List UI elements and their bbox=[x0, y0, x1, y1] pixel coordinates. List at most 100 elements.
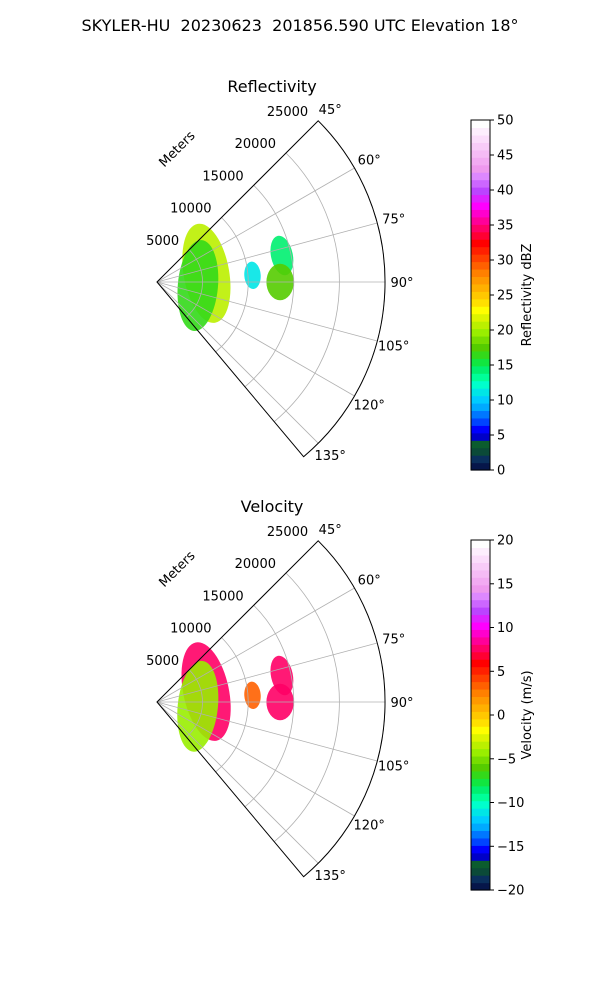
colorbar-swatch bbox=[471, 239, 490, 248]
colorbar-swatch bbox=[471, 584, 490, 593]
angle-tick-label: 105° bbox=[378, 339, 409, 354]
colorbar-swatch bbox=[471, 201, 490, 210]
colorbar-swatch bbox=[471, 425, 490, 434]
azimuth-gridline bbox=[156, 281, 378, 342]
range-ring bbox=[186, 249, 203, 318]
colorbar-swatch bbox=[471, 569, 490, 578]
radial-tick-label: 15000 bbox=[202, 589, 243, 604]
colorbar-swatch bbox=[471, 547, 490, 556]
colorbar-swatch bbox=[471, 321, 490, 330]
colorbar-swatch bbox=[471, 822, 490, 832]
colorbar-swatch bbox=[471, 194, 490, 203]
colorbar-swatch bbox=[471, 306, 490, 315]
colorbar-swatch bbox=[471, 815, 490, 824]
radial-tick-label: 5000 bbox=[146, 234, 179, 249]
colorbar-swatch bbox=[471, 554, 490, 563]
colorbar-swatch bbox=[471, 373, 490, 382]
colorbar-swatch bbox=[471, 644, 490, 653]
colorbar-swatch bbox=[471, 837, 490, 846]
angle-tick-label: 60° bbox=[358, 154, 381, 169]
colorbar-swatch bbox=[471, 313, 490, 322]
angle-tick-label: 60° bbox=[358, 574, 381, 589]
colorbar-swatch bbox=[471, 778, 490, 787]
angle-tick-label: 75° bbox=[382, 633, 405, 648]
colorbar-swatch bbox=[471, 629, 490, 638]
radial-axis-label: Meters bbox=[157, 548, 199, 590]
colorbar-swatch bbox=[471, 607, 490, 616]
colorbar-tick-label: −10 bbox=[497, 796, 524, 811]
azimuth-gridline bbox=[156, 222, 378, 283]
colorbar-swatch bbox=[471, 562, 490, 571]
colorbar-swatch bbox=[471, 733, 490, 742]
colorbar-swatch bbox=[471, 592, 490, 601]
sector-frame bbox=[156, 540, 386, 878]
azimuth-gridline bbox=[156, 587, 355, 703]
radial-tick-label: 20000 bbox=[235, 557, 276, 572]
azimuth-gridline bbox=[156, 281, 355, 397]
colorbar-tick-label: 35 bbox=[497, 219, 514, 234]
colorbar-swatch bbox=[471, 261, 490, 270]
colorbar-tick-label: 50 bbox=[497, 114, 514, 129]
colorbar-swatch bbox=[471, 402, 490, 412]
colorbar-swatch bbox=[471, 380, 490, 389]
colorbar-swatch bbox=[471, 852, 490, 861]
colorbar-tick-label: 20 bbox=[497, 324, 514, 339]
colorbar-swatch bbox=[471, 659, 490, 668]
colorbar-swatch bbox=[471, 614, 490, 623]
colorbar-swatch bbox=[471, 179, 490, 188]
colorbar-tick-label: 10 bbox=[497, 394, 514, 409]
panel-title: Velocity bbox=[241, 497, 304, 516]
colorbar-swatch bbox=[471, 621, 490, 630]
echo-blob bbox=[244, 261, 261, 289]
colorbar-swatch bbox=[471, 149, 490, 158]
echo-blob bbox=[177, 660, 219, 752]
colorbar-swatch bbox=[471, 808, 490, 817]
colorbar-swatch bbox=[471, 830, 490, 839]
range-ring bbox=[244, 605, 295, 808]
colorbar-swatch bbox=[471, 268, 490, 277]
colorbar-tick-label: 45 bbox=[497, 149, 514, 164]
figure-title: SKYLER-HU 20230623 201856.590 UTC Elevat… bbox=[81, 16, 519, 35]
colorbar-swatch bbox=[471, 681, 490, 690]
angle-tick-label: 105° bbox=[378, 759, 409, 774]
colorbar-swatch bbox=[471, 763, 490, 772]
colorbar-swatch bbox=[471, 726, 490, 735]
colorbar-swatch bbox=[471, 800, 490, 809]
colorbar-swatch bbox=[471, 417, 490, 426]
colorbar-swatch bbox=[471, 860, 490, 869]
colorbar-swatch bbox=[471, 462, 490, 471]
colorbar-tick-label: 5 bbox=[497, 429, 505, 444]
colorbar-tick-label: 5 bbox=[497, 665, 505, 680]
colorbar-swatch bbox=[471, 216, 490, 225]
radial-tick-label: 20000 bbox=[235, 137, 276, 152]
range-ring bbox=[273, 572, 340, 843]
angle-tick-label: 45° bbox=[319, 523, 342, 538]
colorbar-swatch bbox=[471, 164, 490, 173]
angle-tick-label: 135° bbox=[315, 449, 346, 464]
colorbar-swatch bbox=[471, 666, 490, 675]
colorbar-swatch bbox=[471, 127, 490, 136]
azimuth-gridline bbox=[156, 281, 319, 444]
colorbar-tick-label: 30 bbox=[497, 254, 514, 269]
colorbar-swatch bbox=[471, 748, 490, 757]
colorbar-swatch bbox=[471, 343, 490, 352]
colorbar-swatch bbox=[471, 187, 490, 196]
colorbar-tick-label: −5 bbox=[497, 752, 516, 767]
colorbar-swatch bbox=[471, 540, 490, 549]
echo-blob bbox=[177, 240, 219, 332]
colorbar-swatch bbox=[471, 142, 490, 151]
angle-tick-label: 45° bbox=[319, 103, 342, 118]
colorbar-swatch bbox=[471, 741, 490, 750]
colorbar-tick-label: −20 bbox=[497, 884, 524, 899]
azimuth-gridline bbox=[156, 701, 378, 762]
colorbar-swatch bbox=[471, 224, 490, 233]
colorbar-swatch bbox=[471, 845, 490, 854]
colorbar-swatch bbox=[471, 335, 490, 345]
angle-tick-label: 120° bbox=[354, 399, 385, 414]
radial-axis-label: Meters bbox=[157, 128, 199, 170]
colorbar-swatch bbox=[471, 432, 490, 441]
colorbar-swatch bbox=[471, 703, 490, 712]
sector-frame bbox=[156, 120, 386, 458]
colorbar-swatch bbox=[471, 636, 490, 645]
